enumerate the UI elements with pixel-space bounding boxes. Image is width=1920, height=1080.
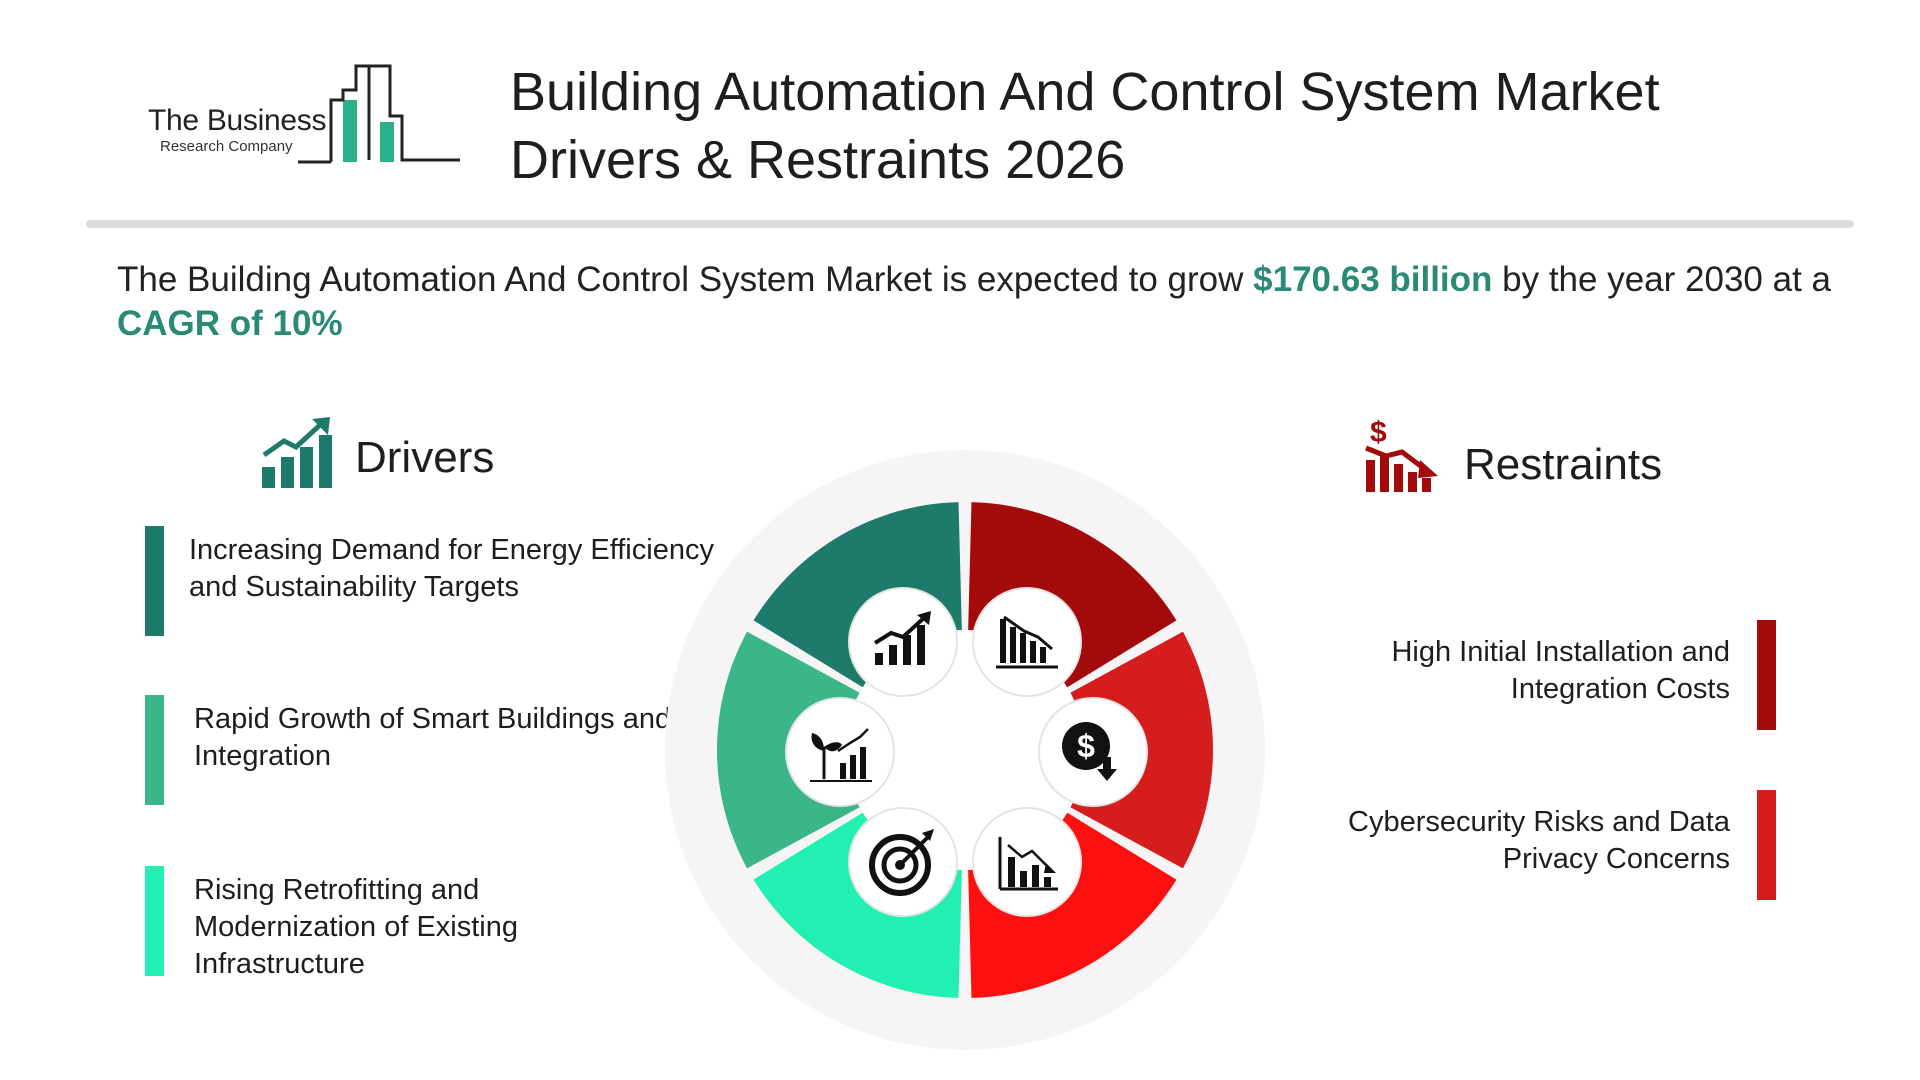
svg-text:$: $	[1370, 416, 1387, 449]
restraint-text: High Initial Installation and Integratio…	[1391, 636, 1730, 705]
cagr-highlight: CAGR of 10%	[117, 304, 343, 343]
summary-prefix: The Building Automation And Control Syst…	[117, 260, 1254, 299]
wheel-badge-dollar-down: $	[1038, 697, 1148, 807]
logo-text-primary: The Business	[148, 104, 327, 137]
driver-text: Rapid Growth of Smart Buildings and IoT …	[194, 703, 721, 772]
driver-color-bar	[145, 866, 164, 976]
company-logo: The Business Research Company	[148, 60, 468, 170]
declining-chart-icon	[998, 837, 1058, 891]
header-divider	[86, 220, 1854, 228]
wheel-badge-growth	[848, 587, 958, 697]
restraint-color-bar	[1757, 790, 1776, 900]
logo-buildings-icon	[298, 64, 460, 164]
restraint-text: Cybersecurity Risks and Data Privacy Con…	[1348, 806, 1730, 875]
page-title-line-2: Drivers & Restraints 2026	[510, 130, 1126, 190]
driver-item: Increasing Demand for Energy Efficiency …	[145, 526, 725, 636]
growth-chart-icon	[262, 417, 332, 488]
svg-text:$: $	[1077, 728, 1095, 764]
wheel-badge-target	[848, 807, 958, 917]
driver-item: Rising Retrofitting and Modernization of…	[145, 866, 725, 980]
driver-item: Rapid Growth of Smart Buildings and IoT …	[145, 695, 725, 805]
driver-color-bar	[145, 526, 164, 636]
market-summary: The Building Automation And Control Syst…	[117, 258, 1837, 346]
drivers-restraints-wheel: $	[665, 450, 1265, 1050]
restraint-item: High Initial Installation and Integratio…	[1280, 620, 1776, 730]
drivers-title: Drivers	[355, 433, 495, 482]
growth-chart-icon	[873, 611, 931, 665]
driver-color-bar	[145, 695, 164, 805]
page-title-line-1: Building Automation And Control System M…	[510, 62, 1660, 122]
dollar-decline-chart-icon: $	[1365, 416, 1438, 492]
restraint-color-bar	[1757, 620, 1776, 730]
wheel-badge-plant	[785, 697, 895, 807]
plant-growth-chart-icon	[810, 728, 872, 782]
restraint-item: Cybersecurity Risks and Data Privacy Con…	[1280, 790, 1776, 900]
dollar-down-icon: $	[1062, 722, 1117, 781]
page-title: Building Automation And Control System M…	[510, 58, 1810, 194]
wheel-badge-declining-bars	[972, 587, 1082, 697]
restraints-title: Restraints	[1464, 440, 1663, 489]
declining-bar-chart-icon	[996, 615, 1058, 669]
wheel-badge-declining-chart	[972, 807, 1082, 917]
summary-middle: by the year 2030 at a	[1492, 260, 1831, 299]
market-value-highlight: $170.63 billion	[1253, 260, 1493, 299]
driver-text: Rising Retrofitting and Modernization of…	[194, 874, 518, 980]
target-icon	[869, 829, 934, 896]
driver-text: Increasing Demand for Energy Efficiency …	[189, 534, 714, 603]
logo-text-secondary: Research Company	[160, 138, 293, 155]
